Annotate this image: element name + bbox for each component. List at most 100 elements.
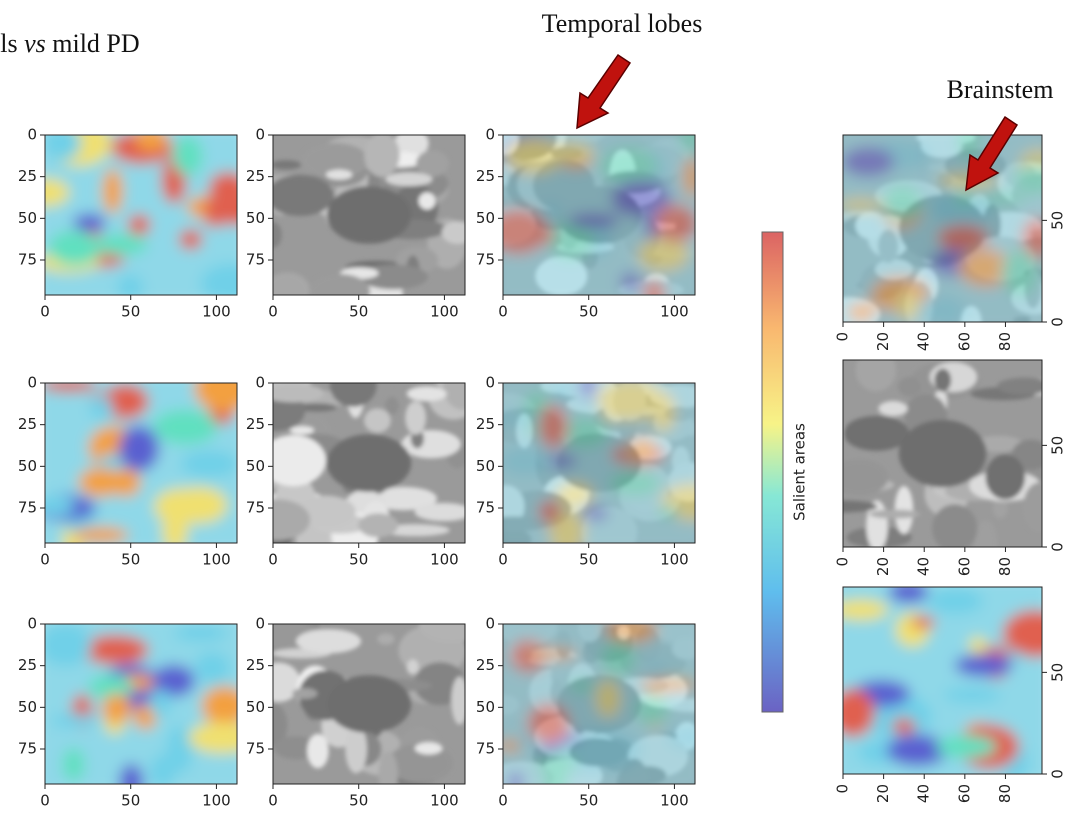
heat [488, 118, 705, 308]
y-tick-label: 0 [1049, 542, 1067, 552]
tissue [878, 401, 907, 416]
blob [919, 296, 966, 325]
image [812, 349, 1065, 566]
x-tick-label: 100 [430, 303, 459, 321]
y-tick-label: 50 [246, 457, 265, 475]
blob [667, 725, 719, 750]
blob [102, 694, 132, 724]
x-tick-label: 0 [268, 303, 278, 321]
panel: 0501000255075 [18, 365, 254, 569]
blob [201, 264, 262, 303]
y-tick-label: 0 [1049, 317, 1067, 327]
y-tick-label: 50 [476, 209, 495, 227]
annotation: Brainstem [947, 75, 1054, 104]
blob [535, 754, 578, 773]
y-tick-label: 75 [18, 499, 37, 517]
blob [1003, 610, 1067, 657]
tissue [364, 408, 391, 432]
blob [500, 446, 550, 476]
ventricle [899, 420, 987, 487]
x-tick-label: 100 [202, 303, 231, 321]
tissue [415, 503, 473, 521]
x-tick-label: 100 [202, 551, 231, 569]
x-tick-label: 40 [915, 332, 933, 351]
tissue [932, 504, 977, 552]
tissue [844, 416, 910, 451]
tissue [416, 150, 449, 176]
x-tick-label: 80 [996, 332, 1014, 351]
blob [73, 527, 128, 542]
blob [181, 450, 239, 477]
x-tick-label: 50 [121, 551, 140, 569]
annotation: Temporal lobes [542, 9, 703, 38]
tissue [986, 454, 1025, 499]
blob [179, 229, 202, 249]
x-tick-label: 100 [660, 792, 689, 810]
y-tick-label: 25 [18, 167, 37, 185]
blob [40, 379, 97, 392]
panel: 0501000255075 [246, 126, 474, 321]
blob [911, 616, 935, 628]
blob [981, 193, 1026, 205]
y-tick-label: 0 [485, 374, 495, 392]
x-tick-label: 0 [40, 303, 50, 321]
tissue [415, 742, 443, 754]
blob [128, 214, 150, 235]
blob [575, 728, 642, 772]
tissue [1023, 482, 1057, 532]
x-tick-label: 0 [834, 332, 852, 342]
tissue [405, 401, 426, 435]
figure: Controls vs mild PD Temporal lobes Brain… [0, 0, 1070, 814]
blob [194, 652, 230, 683]
tissue [385, 397, 399, 414]
x-tick-label: 0 [834, 784, 852, 794]
y-tick-label: 75 [476, 251, 495, 269]
blob [49, 230, 101, 266]
blob [896, 293, 919, 321]
blob [937, 225, 989, 251]
x-tick-label: 50 [349, 792, 368, 810]
panels: 0 50 100 0 25 50 75 0 50 100 0 25 50 75 0 50 100 0 25 50 75 0… [18, 110, 1070, 810]
image [489, 605, 722, 808]
blob [530, 648, 577, 660]
colorbar [762, 232, 783, 712]
ventricle [327, 434, 411, 492]
tissue [856, 349, 897, 391]
y-tick-label: 25 [18, 656, 37, 674]
y-tick-label: 25 [246, 415, 265, 433]
blob [936, 735, 997, 758]
blob [119, 426, 159, 472]
y-tick-label: 75 [18, 251, 37, 269]
blob [505, 138, 563, 174]
y-tick-label: 25 [476, 656, 495, 674]
panel: 0501000255075 [18, 120, 266, 321]
arrow [577, 55, 630, 128]
x-tick-label: 100 [660, 303, 689, 321]
tissue [378, 751, 397, 797]
blob [63, 748, 85, 781]
panel: 0501000255075 [474, 371, 724, 568]
x-tick-label: 50 [579, 551, 598, 569]
x-tick-label: 0 [268, 551, 278, 569]
blob [635, 695, 669, 726]
x-tick-label: 50 [349, 551, 368, 569]
tissue [296, 629, 361, 653]
blob [89, 397, 112, 420]
x-tick-label: 0 [498, 792, 508, 810]
tissue [330, 363, 377, 407]
tissue [266, 175, 333, 216]
blob [958, 122, 980, 160]
blob [847, 302, 876, 322]
panel: 020406080050 [831, 577, 1067, 803]
y-tick-label: 0 [255, 615, 265, 633]
x-tick-label: 100 [660, 551, 689, 569]
blob [194, 365, 253, 412]
blob [44, 124, 81, 161]
blob [651, 392, 676, 432]
x-tick-label: 0 [498, 551, 508, 569]
tissue [830, 459, 888, 495]
blob [582, 506, 608, 521]
blob [73, 214, 106, 232]
x-tick-label: 0 [40, 551, 50, 569]
